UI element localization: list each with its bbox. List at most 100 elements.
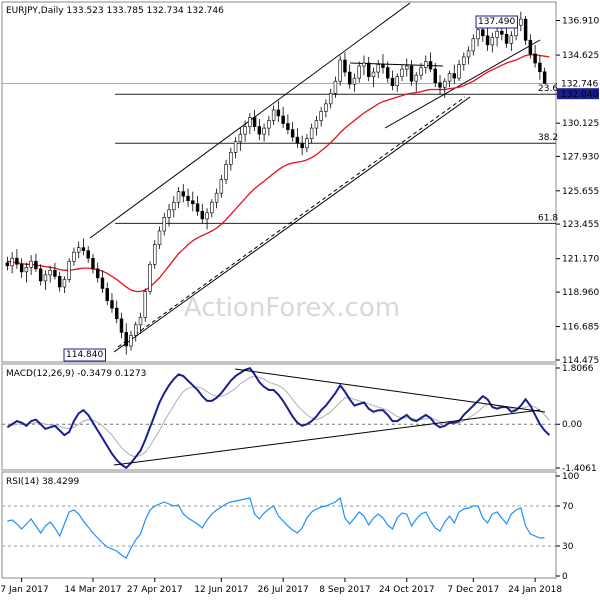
- dashed-trend-line: [117, 96, 466, 348]
- candle-body: [424, 61, 428, 68]
- candle-body: [309, 127, 314, 139]
- candle-body: [91, 257, 95, 270]
- macd-panel-frame: [1, 363, 557, 471]
- rsi-line: [7, 496, 545, 559]
- candle-body: [29, 260, 33, 268]
- candle-body: [176, 191, 181, 203]
- candle-body: [81, 247, 86, 251]
- candle-body: [376, 64, 380, 73]
- price-panel-frame: [1, 1, 557, 363]
- candle-body: [519, 18, 523, 26]
- candle-body: [538, 62, 542, 73]
- price-tick-label: 118.960: [562, 288, 599, 298]
- candle-body: [433, 68, 437, 83]
- candle-body: [162, 217, 166, 232]
- price-tick-label: 127.930: [562, 152, 599, 162]
- candle-body: [248, 117, 252, 127]
- macd-signal-line: [7, 375, 550, 458]
- candle-body: [38, 268, 43, 282]
- candle-body: [214, 192, 219, 203]
- wedge-lower-line: [384, 39, 541, 129]
- macd-tick-label: 1.8066: [562, 364, 594, 374]
- candle-body: [281, 115, 285, 124]
- high-label: 137.490: [478, 17, 515, 27]
- candle-body: [352, 77, 357, 85]
- rsi-tick-label: 100: [562, 472, 579, 482]
- rsi-layer: [2, 496, 556, 559]
- candle-body: [129, 335, 133, 347]
- candle-body: [457, 64, 461, 79]
- candle-body: [338, 59, 342, 82]
- x-tick-label: 8 Sep 2017: [319, 585, 370, 595]
- macd-title: MACD(12,26,9) -0.3479 0.1273: [6, 369, 146, 379]
- candle-body: [490, 36, 495, 46]
- candle-body: [371, 71, 376, 77]
- candle-body: [381, 64, 385, 68]
- x-tick-label: 24 Oct 2017: [379, 585, 435, 595]
- candle-body: [200, 211, 205, 220]
- candle-body: [523, 18, 528, 41]
- candle-body: [105, 288, 109, 301]
- price-tick-label: 134.625: [562, 51, 599, 61]
- x-tick-label: 27 Apr 2017: [127, 585, 183, 595]
- candle-body: [24, 267, 29, 273]
- candle-body: [286, 123, 290, 130]
- candle-body: [115, 307, 119, 320]
- candle-body: [10, 257, 14, 267]
- candle-body: [238, 133, 243, 143]
- candle-body: [452, 73, 457, 79]
- current-price-flag-box: [557, 77, 599, 89]
- candle-body: [262, 127, 266, 135]
- candle-body: [195, 203, 200, 212]
- x-tick-label: 26 Jul 2017: [258, 585, 309, 595]
- price-header: EURJPY,Daily 133.523 133.785 132.734 132…: [6, 6, 224, 16]
- candle-body: [257, 126, 262, 135]
- candle-body: [324, 103, 328, 112]
- candle-body: [186, 195, 190, 202]
- rsi-panel-frame: [1, 471, 557, 579]
- rsi-tick-label: 0: [562, 572, 568, 582]
- candle-body: [191, 200, 195, 205]
- macd-tick-label: -1.4061: [562, 464, 597, 474]
- candle-body: [333, 80, 338, 94]
- candle-body: [471, 38, 476, 52]
- x-tick-label: 12 Jun 2017: [194, 585, 248, 595]
- candle-body: [210, 201, 214, 214]
- candle-body: [443, 80, 447, 88]
- candle-body: [438, 82, 442, 88]
- candle-body: [181, 191, 186, 197]
- support-price-flag-label: 132.040: [561, 90, 598, 100]
- candle-body: [271, 109, 276, 121]
- candle-body: [276, 109, 281, 117]
- rsi-tick-label: 30: [562, 542, 574, 552]
- rsi-tick-label: 70: [562, 502, 574, 512]
- candle-body: [362, 62, 366, 67]
- candle-body: [328, 92, 333, 105]
- candle-body: [395, 76, 399, 87]
- candle-body: [462, 56, 466, 65]
- candle-body: [67, 260, 71, 280]
- candle-body: [148, 263, 152, 292]
- candle-body: [476, 29, 480, 40]
- rsi-title: RSI(14) 38.4299: [6, 477, 79, 487]
- candle-body: [347, 71, 352, 85]
- macd-main-line: [6, 367, 551, 470]
- candle-body: [481, 29, 485, 37]
- candle-body: [224, 164, 228, 180]
- candle-body: [100, 277, 105, 289]
- candle-body: [48, 270, 52, 276]
- macd-layer: [2, 367, 556, 470]
- candle-body: [528, 40, 533, 55]
- price-tick-label: 121.170: [562, 255, 599, 265]
- rsi-panel: [1, 471, 557, 579]
- candle-body: [485, 35, 490, 46]
- candle-body: [167, 209, 171, 218]
- candle-body: [305, 138, 309, 149]
- candle-body: [119, 318, 124, 333]
- candle-body: [43, 274, 48, 282]
- price-tick-label: 123.455: [562, 220, 599, 230]
- candle-body: [386, 67, 390, 79]
- candle-body: [500, 30, 504, 35]
- candle-body: [76, 247, 81, 253]
